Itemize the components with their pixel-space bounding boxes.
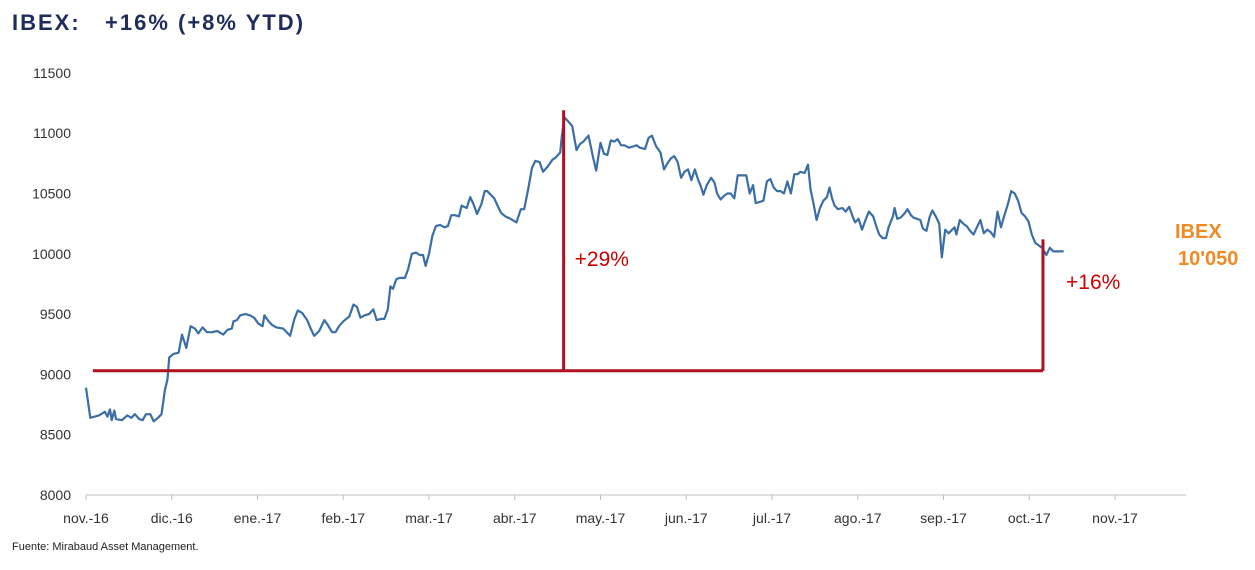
ibex-price-line <box>84 116 1064 423</box>
x-tick-label-7: jun.-17 <box>664 510 708 526</box>
y-axis-labels: 8000 8500 9000 9500 10000 10500 11000 11500 <box>32 65 71 503</box>
x-tick-label-3: feb.-17 <box>321 510 365 526</box>
x-tick-label-11: oct.-17 <box>1008 510 1051 526</box>
x-tick-label-9: ago.-17 <box>834 510 882 526</box>
y-tick-label-8500: 8500 <box>40 427 71 443</box>
reference-lines <box>92 110 1045 373</box>
x-tick-label-4: mar.-17 <box>405 510 453 526</box>
x-tick-label-12: nov.-17 <box>1092 510 1138 526</box>
y-tick-label-11500: 11500 <box>33 65 71 81</box>
x-tick-label-10: sep.-17 <box>920 510 967 526</box>
x-tick-label-2: ene.-17 <box>234 510 282 526</box>
x-axis-labels: nov.-16 dic.-16 ene.-17 feb.-17 mar.-17 abr.-… <box>63 510 1138 526</box>
y-tick-label-10500: 10500 <box>32 186 71 202</box>
callouts: +29% +16% IBEX 10'050 <box>575 221 1239 294</box>
x-tick-label-0: nov.-16 <box>63 510 109 526</box>
x-tick-label-5: abr.-17 <box>493 510 537 526</box>
chart-title: IBEX: +16% (+8% YTD) <box>12 10 306 35</box>
end-label-ibex: IBEX <box>1175 221 1222 243</box>
source-note: Fuente: Mirabaud Asset Management. <box>12 541 199 553</box>
y-tick-label-11000: 11000 <box>33 125 71 141</box>
x-axis <box>85 494 1187 500</box>
y-tick-label-10000: 10000 <box>32 246 71 262</box>
y-tick-label-9500: 9500 <box>40 306 71 322</box>
y-tick-label-8000: 8000 <box>40 487 71 503</box>
end-label-value: 10'050 <box>1178 248 1238 270</box>
x-tick-label-6: may.-17 <box>576 510 626 526</box>
x-tick-label-8: jul.-17 <box>752 510 791 526</box>
x-tick-label-1: dic.-16 <box>151 510 193 526</box>
y-tick-label-9000: 9000 <box>40 366 71 382</box>
callout-plus-16-percent: +16% <box>1066 271 1120 294</box>
callout-plus-29-percent: +29% <box>575 248 629 271</box>
